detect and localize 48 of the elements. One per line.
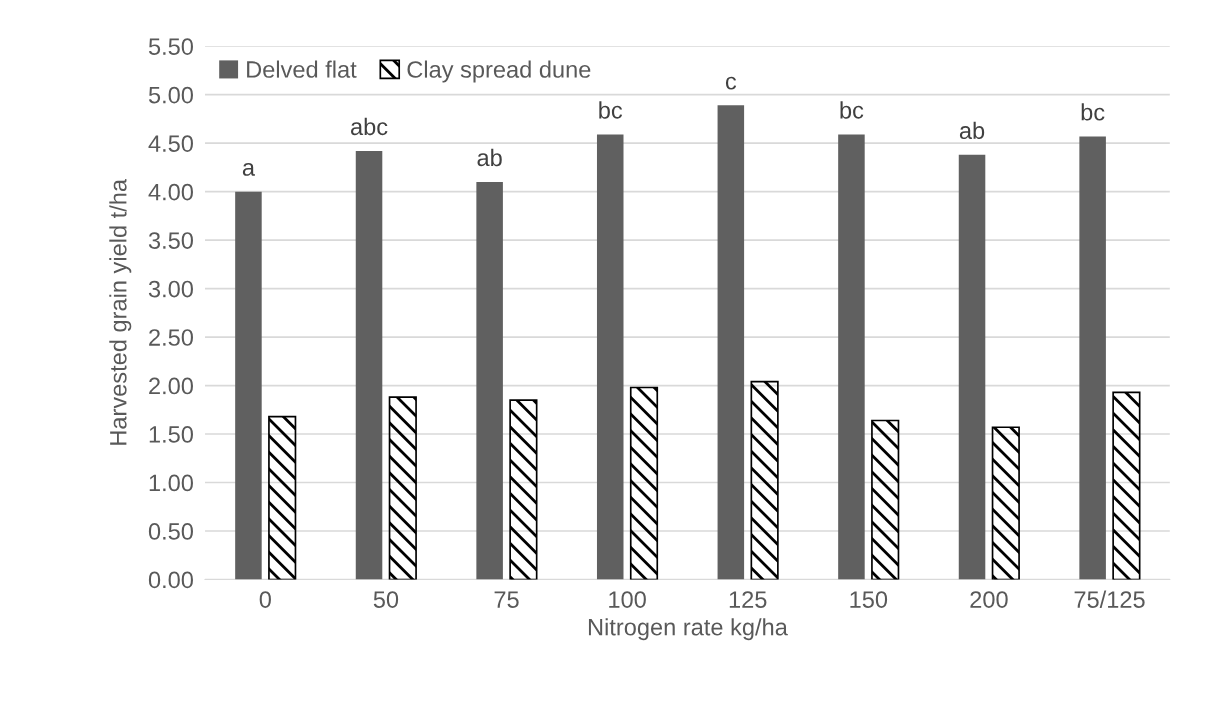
bar (871, 419, 900, 580)
bar (750, 380, 779, 580)
bar (596, 134, 624, 580)
legend-label: Clay spread dune (407, 60, 591, 83)
x-tick-label: 150 (850, 591, 888, 608)
annotation: ab (959, 121, 985, 140)
legend-label: Delved flat (247, 60, 357, 78)
annotation: ab (477, 148, 502, 167)
bar (355, 150, 383, 580)
x-tick-label: 50 (373, 591, 399, 608)
bar (629, 386, 659, 580)
y-tick-label: 2.00 (149, 377, 193, 395)
y-tick-label: 0.00 (148, 571, 193, 589)
y-tick-label: 1.00 (149, 474, 193, 492)
y-tick-label: 5.50 (148, 38, 193, 55)
y-tick-label: 4.50 (148, 135, 193, 152)
bar (717, 105, 745, 580)
x-axis-title: Nitrogen rate kg/ha (588, 618, 788, 641)
x-tick-label: 75/125 (1074, 590, 1145, 608)
x-tick-label: 0 (259, 591, 271, 608)
y-tick-label: 1.50 (149, 426, 193, 443)
bar (838, 134, 865, 580)
x-tick-label: 100 (609, 591, 646, 608)
y-tick-label: 3.00 (148, 280, 193, 298)
bar (476, 181, 503, 580)
annotation: a (242, 162, 255, 176)
annotation: bc (840, 101, 864, 119)
x-tick-label: 75 (494, 591, 519, 608)
y-tick-label: 4.00 (148, 183, 193, 201)
bar (235, 191, 262, 580)
annotation: c (725, 76, 737, 90)
y-axis-title: Harvested grain yield t/ha (109, 178, 132, 445)
annotation: abc (351, 117, 388, 136)
bar (1112, 391, 1141, 580)
bar (509, 399, 538, 580)
x-tick-label: 200 (970, 591, 1008, 608)
bar (958, 154, 986, 580)
annotation: bc (599, 101, 623, 119)
bar (1079, 136, 1106, 580)
y-tick-label: 0.50 (148, 523, 193, 540)
y-tick-label: 3.50 (148, 232, 193, 249)
y-tick-label: 5.00 (148, 86, 193, 104)
bar (991, 426, 1020, 580)
annotation: bc (1081, 103, 1105, 121)
bar (268, 415, 297, 580)
x-tick-label: 125 (729, 591, 767, 608)
bar (388, 396, 417, 580)
y-tick-label: 2.50 (149, 329, 193, 346)
